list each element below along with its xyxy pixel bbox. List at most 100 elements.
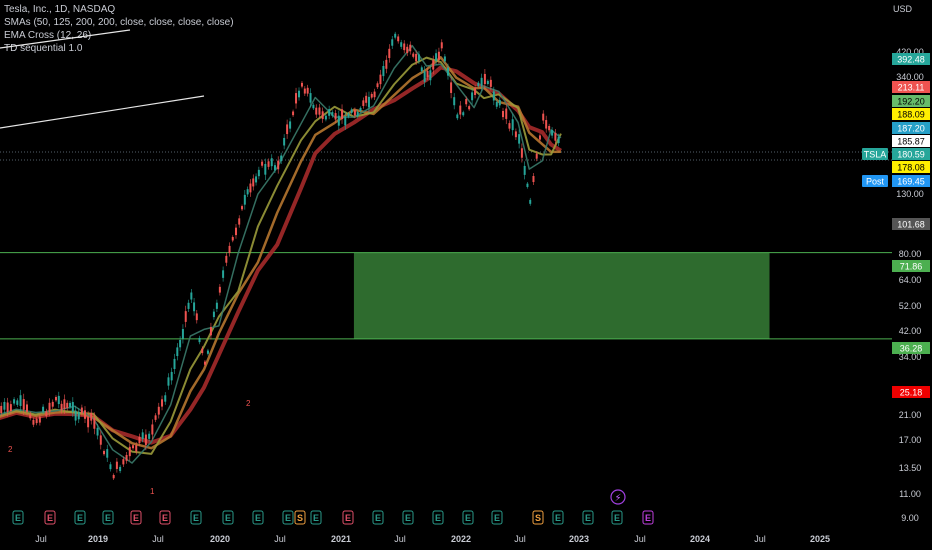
marker-frame xyxy=(342,510,354,525)
earnings-marker[interactable]: E xyxy=(133,513,139,523)
indicator-ema-cross[interactable]: EMA Cross (12, 26) xyxy=(4,30,92,41)
candle-body xyxy=(225,255,228,263)
candle-body xyxy=(532,176,535,183)
candle-body xyxy=(261,161,264,166)
candle-body xyxy=(83,410,86,419)
price-label-box xyxy=(892,122,930,134)
candle-body xyxy=(403,43,406,51)
marker-frame xyxy=(310,510,322,525)
x-axis-tick-label: Jul xyxy=(514,534,526,544)
candle-body xyxy=(176,347,179,357)
candle-body xyxy=(215,302,218,309)
earnings-marker[interactable]: E xyxy=(285,513,291,523)
x-axis-tick-label: Jul xyxy=(35,534,47,544)
earnings-marker[interactable]: E xyxy=(255,513,261,523)
candle-body xyxy=(132,445,135,449)
split-marker[interactable]: S xyxy=(535,513,541,523)
candle-body xyxy=(486,80,489,85)
earnings-marker[interactable]: E xyxy=(645,513,651,523)
candle-body xyxy=(277,160,280,170)
price-label-box xyxy=(892,148,930,160)
earnings-marker[interactable]: E xyxy=(465,513,471,523)
earnings-marker[interactable]: E xyxy=(47,513,53,523)
candle-body xyxy=(60,403,63,411)
candle-body xyxy=(106,449,109,458)
earnings-marker[interactable]: E xyxy=(105,513,111,523)
indicator-smas[interactable]: SMAs (50, 125, 200, 200, close, close, c… xyxy=(4,17,234,28)
earnings-marker[interactable]: E xyxy=(193,513,199,523)
candle-body xyxy=(328,109,331,116)
earnings-marker[interactable]: E xyxy=(15,513,21,523)
candle-body xyxy=(489,79,492,87)
y-axis-tick-label: 130.00 xyxy=(896,189,924,199)
candle-body xyxy=(231,237,234,241)
candle-body xyxy=(477,82,480,86)
earnings-marker[interactable]: E xyxy=(585,513,591,523)
y-axis-tick-label: 21.00 xyxy=(899,410,922,420)
candle-body xyxy=(443,56,446,62)
flash-icon[interactable] xyxy=(610,489,626,505)
y-axis-tick-label: 340.00 xyxy=(896,72,924,82)
earnings-marker[interactable]: E xyxy=(494,513,500,523)
candle-body xyxy=(74,410,77,421)
candle-body xyxy=(437,51,440,60)
candle-body xyxy=(198,337,201,343)
candle-body xyxy=(167,377,170,386)
candle-body xyxy=(125,454,128,461)
candle-body xyxy=(48,402,51,412)
candle-body xyxy=(257,169,260,177)
split-marker[interactable]: S xyxy=(297,513,303,523)
candle-body xyxy=(122,459,125,465)
candle-body xyxy=(415,53,418,62)
candle-body xyxy=(181,329,184,339)
earnings-marker[interactable]: E xyxy=(614,513,620,523)
candle-body xyxy=(173,358,176,369)
earnings-marker[interactable]: E xyxy=(225,513,231,523)
earnings-marker[interactable]: E xyxy=(435,513,441,523)
candle-body xyxy=(90,412,93,421)
candle-body xyxy=(334,113,337,120)
candle-body xyxy=(0,405,3,414)
candle-body xyxy=(417,54,420,61)
earnings-marker[interactable]: E xyxy=(77,513,83,523)
candle-body xyxy=(3,401,6,410)
candle-body xyxy=(273,165,276,171)
marker-frame xyxy=(532,510,544,525)
candle-body xyxy=(462,112,465,116)
candle-body xyxy=(529,199,532,204)
earnings-marker[interactable]: E xyxy=(405,513,411,523)
candle-body xyxy=(511,119,514,131)
marker-frame xyxy=(130,510,142,525)
candle-body xyxy=(526,183,529,187)
price-label: 188.09 xyxy=(897,110,925,120)
earnings-marker[interactable]: E xyxy=(345,513,351,523)
earnings-marker[interactable]: E xyxy=(555,513,561,523)
candle-body xyxy=(63,399,66,410)
candle-body xyxy=(144,434,147,445)
indicator-td-sequential[interactable]: TD sequential 1.0 xyxy=(4,43,83,54)
candle-body xyxy=(397,36,400,42)
candle-body xyxy=(373,91,376,98)
marker-frame xyxy=(294,510,306,525)
candle-body xyxy=(109,464,112,470)
earnings-marker[interactable]: E xyxy=(313,513,319,523)
earnings-marker[interactable]: E xyxy=(162,513,168,523)
price-tag[interactable]: TSLA xyxy=(864,150,887,160)
candle-body xyxy=(538,135,541,140)
earnings-marker[interactable]: E xyxy=(375,513,381,523)
price-label: 178.08 xyxy=(897,163,925,173)
candle-body xyxy=(554,132,557,141)
marker-frame xyxy=(282,510,294,525)
candle-body xyxy=(252,178,255,187)
price-label: 71.86 xyxy=(900,262,923,272)
candle-body xyxy=(429,70,432,81)
candle-body xyxy=(400,42,403,47)
candle-body xyxy=(321,111,324,120)
candle-body xyxy=(57,395,60,405)
candle-body xyxy=(87,416,90,428)
marker-frame xyxy=(222,510,234,525)
candle-body xyxy=(157,406,160,415)
price-label: 213.11 xyxy=(898,83,925,93)
price-tag[interactable]: Post xyxy=(866,177,885,187)
